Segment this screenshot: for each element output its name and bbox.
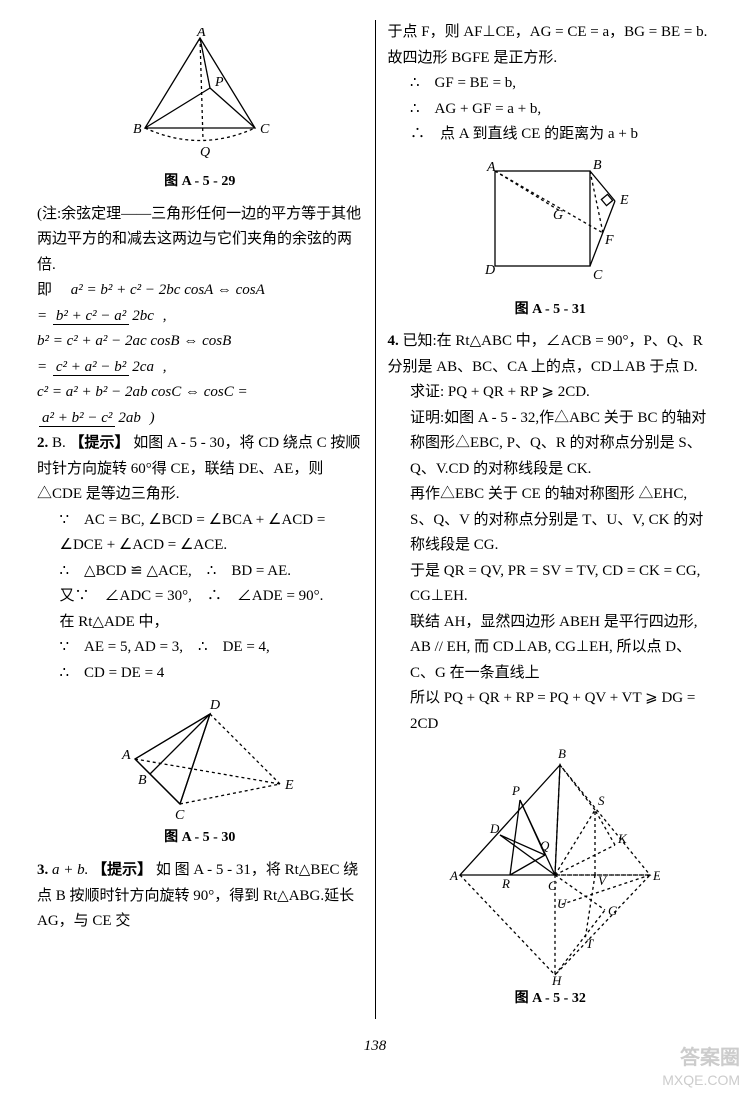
svg-text:C: C bbox=[548, 878, 557, 893]
svg-text:T: T bbox=[586, 936, 594, 951]
problem-2: 2. B. 【提示】 如图 A - 5 - 30，将 CD 绕点 C 按顺时针方… bbox=[37, 431, 363, 686]
svg-text:U: U bbox=[557, 896, 568, 911]
fig29-label: 图 A - 5 - 29 bbox=[37, 170, 363, 194]
svg-text:E: E bbox=[652, 868, 660, 883]
svg-text:B: B bbox=[558, 746, 566, 761]
cosine-formulas: 即 a² = b² + c² − 2bc cosA ⇔ cosA = b² + … bbox=[37, 278, 363, 431]
right-r2: ∴ GF = BE = b, bbox=[388, 71, 714, 97]
figure-a-5-30: A B C D E 图 A - 5 - 30 bbox=[37, 694, 363, 850]
svg-text:S: S bbox=[598, 793, 605, 808]
svg-text:D: D bbox=[209, 698, 220, 713]
right-r4: ∴ 点 A 到直线 CE 的距离为 a + b bbox=[388, 122, 714, 148]
figure-a-5-29: A B C P Q 图 A - 5 - 29 bbox=[37, 28, 363, 194]
svg-text:A: A bbox=[486, 160, 496, 175]
svg-text:D: D bbox=[489, 821, 500, 836]
svg-text:P: P bbox=[214, 75, 224, 90]
svg-text:A: A bbox=[196, 28, 206, 40]
figure-a-5-32: A B C D P Q R S K V E U G T H 图 A - 5 bbox=[388, 745, 714, 1011]
svg-text:E: E bbox=[284, 778, 294, 793]
svg-text:B: B bbox=[138, 773, 147, 788]
svg-text:Q: Q bbox=[200, 145, 210, 160]
svg-text:F: F bbox=[604, 233, 614, 248]
svg-text:K: K bbox=[617, 831, 628, 846]
svg-text:H: H bbox=[551, 973, 562, 985]
figure-a-5-31: A B C D E F G 图 A - 5 - 31 bbox=[388, 156, 714, 322]
watermark: 答案圈 MXQE.COM bbox=[662, 1045, 740, 1089]
right-r3: ∴ AG + GF = a + b, bbox=[388, 97, 714, 123]
svg-text:C: C bbox=[260, 122, 270, 137]
cosine-note-1: (注:余弦定理——三角形任何一边的平方等于其他两边平方的和减去这两边与它们夹角的… bbox=[37, 202, 363, 279]
svg-text:D: D bbox=[484, 263, 495, 278]
problem-3: 3. a + b. 【提示】 如 图 A - 5 - 31，将 Rt△BEC 绕… bbox=[37, 858, 363, 935]
fig31-label: 图 A - 5 - 31 bbox=[388, 298, 714, 322]
page-number: 138 bbox=[25, 1034, 725, 1060]
svg-text:G: G bbox=[608, 903, 618, 918]
svg-text:B: B bbox=[593, 158, 602, 173]
svg-text:A: A bbox=[449, 868, 458, 883]
svg-text:P: P bbox=[511, 783, 520, 798]
svg-text:A: A bbox=[121, 748, 131, 763]
right-cont-1: 于点 F，则 AF⊥CE，AG = CE = a，BG = BE = b.故四边… bbox=[388, 20, 714, 71]
svg-text:C: C bbox=[175, 808, 185, 823]
svg-text:G: G bbox=[553, 208, 563, 223]
problem-4: 4. 已知:在 Rt△ABC 中，∠ACB = 90°，P、Q、R 分别是 AB… bbox=[388, 329, 714, 737]
svg-text:C: C bbox=[593, 268, 603, 283]
svg-text:B: B bbox=[133, 122, 142, 137]
fig32-label: 图 A - 5 - 32 bbox=[388, 987, 714, 1011]
svg-text:Q: Q bbox=[540, 838, 550, 853]
svg-text:E: E bbox=[619, 193, 629, 208]
fig30-label: 图 A - 5 - 30 bbox=[37, 826, 363, 850]
svg-text:R: R bbox=[501, 876, 510, 891]
